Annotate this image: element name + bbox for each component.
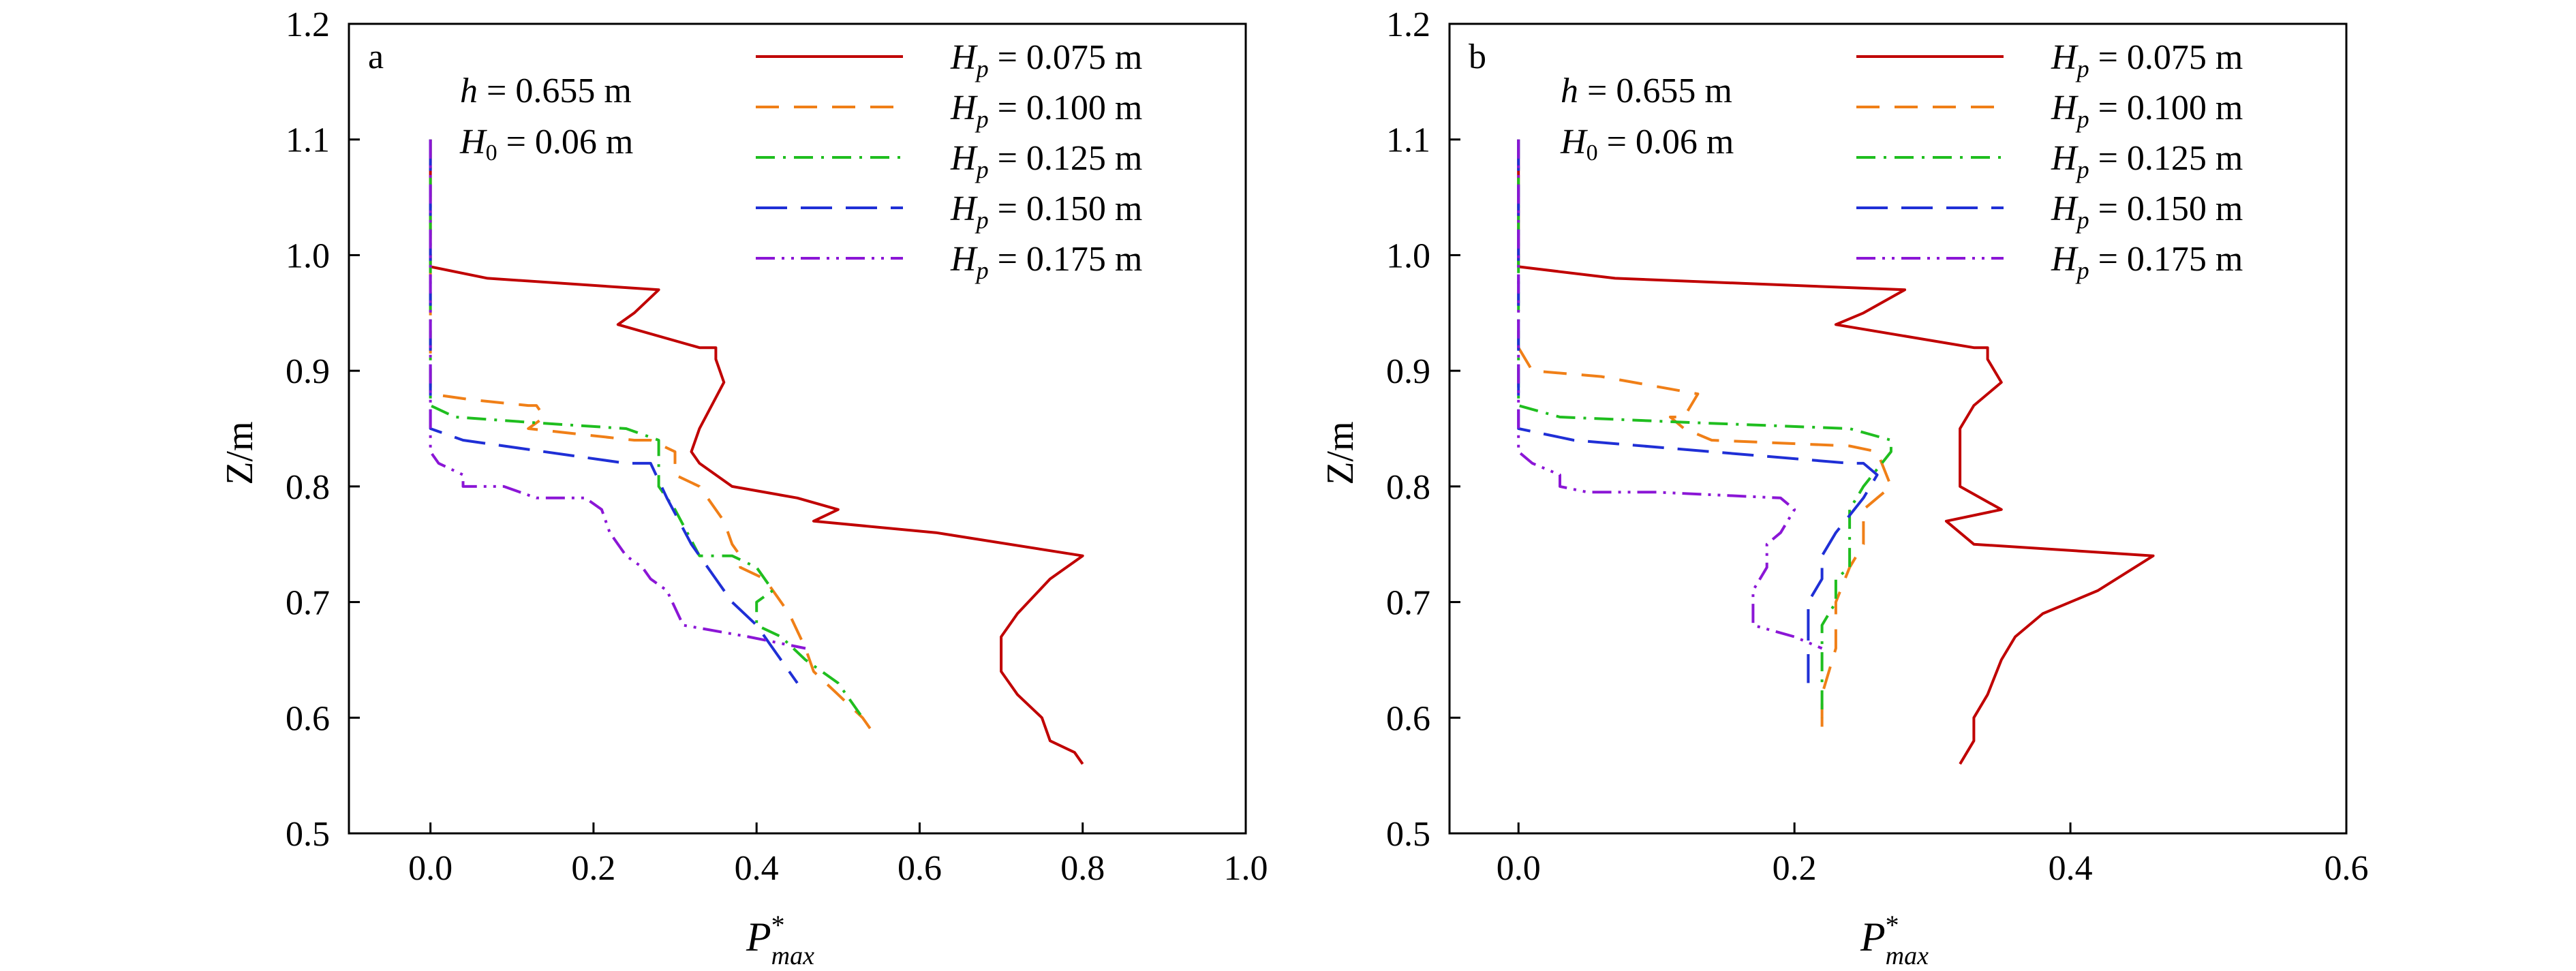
- legend-label-b-3: Hp = 0.125 m: [2051, 139, 2243, 183]
- annotation-h-b: h = 0.655 m: [1561, 72, 1732, 110]
- x-tick-label-b: 0.6: [2325, 849, 2369, 888]
- chart-panel-b: b h = 0.655 m H0 = 0.06 m 0.0 0.2 0.4 0.60.…: [1319, 5, 2369, 970]
- y-tick-label-b: 0.6: [1386, 699, 1430, 738]
- series-line-b-4: [1517, 139, 1879, 683]
- series-line-a-5: [429, 139, 806, 650]
- plot-area-a: a h = 0.655 m H0 = 0.06 m 0.0 0.2 0.4 0.6 0.…: [286, 5, 1268, 888]
- legend-label-b-4: Hp = 0.150 m: [2051, 189, 2243, 234]
- series-line-b-1: [1517, 139, 2155, 765]
- annotation-h0-a: H0 = 0.06 m: [459, 123, 633, 166]
- legend-label-b-1: Hp = 0.075 m: [2051, 38, 2243, 82]
- y-tick-label-a: 0.7: [286, 584, 330, 623]
- series-line-b-2: [1517, 347, 1892, 741]
- x-tick-label-a: 0.0: [408, 849, 453, 888]
- y-tick-label-a: 0.8: [286, 468, 330, 507]
- x-tick-label-b: 0.2: [1773, 849, 1817, 888]
- axes-frame-b: [1448, 22, 2348, 835]
- x-axis-label-a: P* max: [746, 910, 814, 970]
- tick-layer-a: 0.0 0.2 0.4 0.6 0.8 1.0 0.5 0.6 0.7 0.8 0.9 1.0 1.1 1…: [286, 5, 1268, 888]
- y-tick-label-b: 1.1: [1386, 121, 1430, 160]
- annotation-h0-b: H0 = 0.06 m: [1560, 123, 1734, 166]
- legend-label-a-1: Hp = 0.075 m: [950, 38, 1142, 82]
- annotation-h-a: h = 0.655 m: [460, 72, 632, 110]
- y-tick-label-b: 0.8: [1386, 468, 1430, 507]
- series-layer-a: [429, 139, 1084, 765]
- series-line-a-3: [429, 139, 864, 719]
- y-tick-label-b: 0.5: [1386, 815, 1430, 854]
- series-line-b-5: [1517, 139, 1823, 650]
- y-tick-label-b: 0.7: [1386, 584, 1430, 623]
- x-tick-label-a: 0.6: [898, 849, 942, 888]
- y-tick-label-a: 0.6: [286, 699, 330, 738]
- series-line-a-2: [429, 139, 872, 730]
- x-tick-label-a: 0.4: [735, 849, 779, 888]
- panel-label-a: a: [368, 37, 384, 76]
- y-axis-label-a: Z/m: [219, 421, 261, 484]
- legend-b: Hp = 0.075 m Hp = 0.100 m Hp = 0.125 m Hp =…: [1856, 38, 2243, 284]
- y-tick-label-a: 1.1: [286, 121, 330, 160]
- chart-panel-a: a h = 0.655 m H0 = 0.06 m 0.0 0.2 0.4 0.6 0.…: [219, 5, 1268, 970]
- axes-frame-a: [348, 22, 1247, 835]
- panel-label-b: b: [1469, 37, 1486, 76]
- y-tick-label-a: 1.0: [286, 236, 330, 275]
- x-axis-label-b: P* max: [1860, 910, 1929, 970]
- series-line-a-4: [429, 139, 799, 684]
- legend-label-b-2: Hp = 0.100 m: [2051, 89, 2243, 133]
- legend-label-b-5: Hp = 0.175 m: [2051, 240, 2243, 284]
- y-tick-label-a: 1.2: [286, 5, 330, 44]
- y-tick-label-a: 0.9: [286, 352, 330, 391]
- y-tick-label-b: 1.2: [1386, 5, 1430, 44]
- legend-label-a-2: Hp = 0.100 m: [950, 89, 1142, 133]
- x-tick-label-a: 0.2: [571, 849, 615, 888]
- legend-label-a-5: Hp = 0.175 m: [950, 240, 1142, 284]
- x-tick-label-b: 0.4: [2049, 849, 2093, 888]
- series-layer-b: [1517, 139, 2155, 765]
- tick-layer-b: 0.0 0.2 0.4 0.6 0.5 0.6 0.7 0.8 0.9 1.0 1.1 1.2: [1386, 5, 2369, 888]
- x-tick-label-a: 0.8: [1060, 849, 1105, 888]
- y-tick-label-b: 1.0: [1386, 236, 1430, 275]
- legend-a: Hp = 0.075 m Hp = 0.100 m Hp = 0.125 m Hp =…: [756, 38, 1142, 284]
- x-tick-label-b: 0.0: [1497, 849, 1541, 888]
- legend-label-a-4: Hp = 0.150 m: [950, 189, 1142, 234]
- x-tick-label-a: 1.0: [1224, 849, 1268, 888]
- y-tick-label-b: 0.9: [1386, 352, 1430, 391]
- legend-label-a-3: Hp = 0.125 m: [950, 139, 1142, 183]
- y-axis-label-b: Z/m: [1319, 421, 1362, 484]
- series-line-a-1: [429, 139, 1084, 765]
- y-tick-label-a: 0.5: [286, 815, 330, 854]
- plot-area-b: b h = 0.655 m H0 = 0.06 m 0.0 0.2 0.4 0.60.…: [1386, 5, 2369, 888]
- series-line-b-3: [1517, 139, 1892, 718]
